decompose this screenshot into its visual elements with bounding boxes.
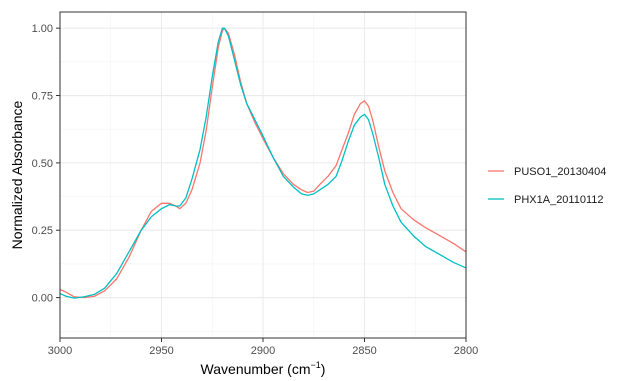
legend-label: PHX1A_20110112 <box>514 194 604 206</box>
series-line <box>59 27 467 299</box>
x-tick-label: 2900 <box>251 345 275 357</box>
x-tick-label: 3000 <box>48 345 72 357</box>
y-tick-label: 0.25 <box>32 225 53 237</box>
x-tick-label: 2850 <box>352 345 376 357</box>
x-axis-title-exponent: −1 <box>311 360 321 370</box>
y-tick-label: 0.00 <box>32 293 53 305</box>
y-tick-label: 0.75 <box>32 91 53 103</box>
x-axis-title-main: Wavenumber (cm <box>201 361 311 377</box>
y-tick-label: 1.00 <box>32 23 53 35</box>
x-axis-title: Wavenumber (cm−1) <box>201 360 326 377</box>
legend: PUSO1_20130404 PHX1A_20110112 <box>487 163 606 207</box>
x-axis-title-suffix: ) <box>321 361 326 377</box>
series-lines <box>59 27 467 299</box>
series-line <box>59 27 467 299</box>
legend-label: PUSO1_20130404 <box>514 166 606 178</box>
y-axis-title: Normalized Absorbance <box>9 100 25 249</box>
y-tick-label: 0.50 <box>32 158 53 170</box>
x-tick-label: 2800 <box>454 345 478 357</box>
axis-ticks: 3000 2950 2900 2850 2800 0.00 0.25 0.50 0.75 1.00 <box>32 23 479 357</box>
x-tick-label: 2950 <box>149 345 173 357</box>
